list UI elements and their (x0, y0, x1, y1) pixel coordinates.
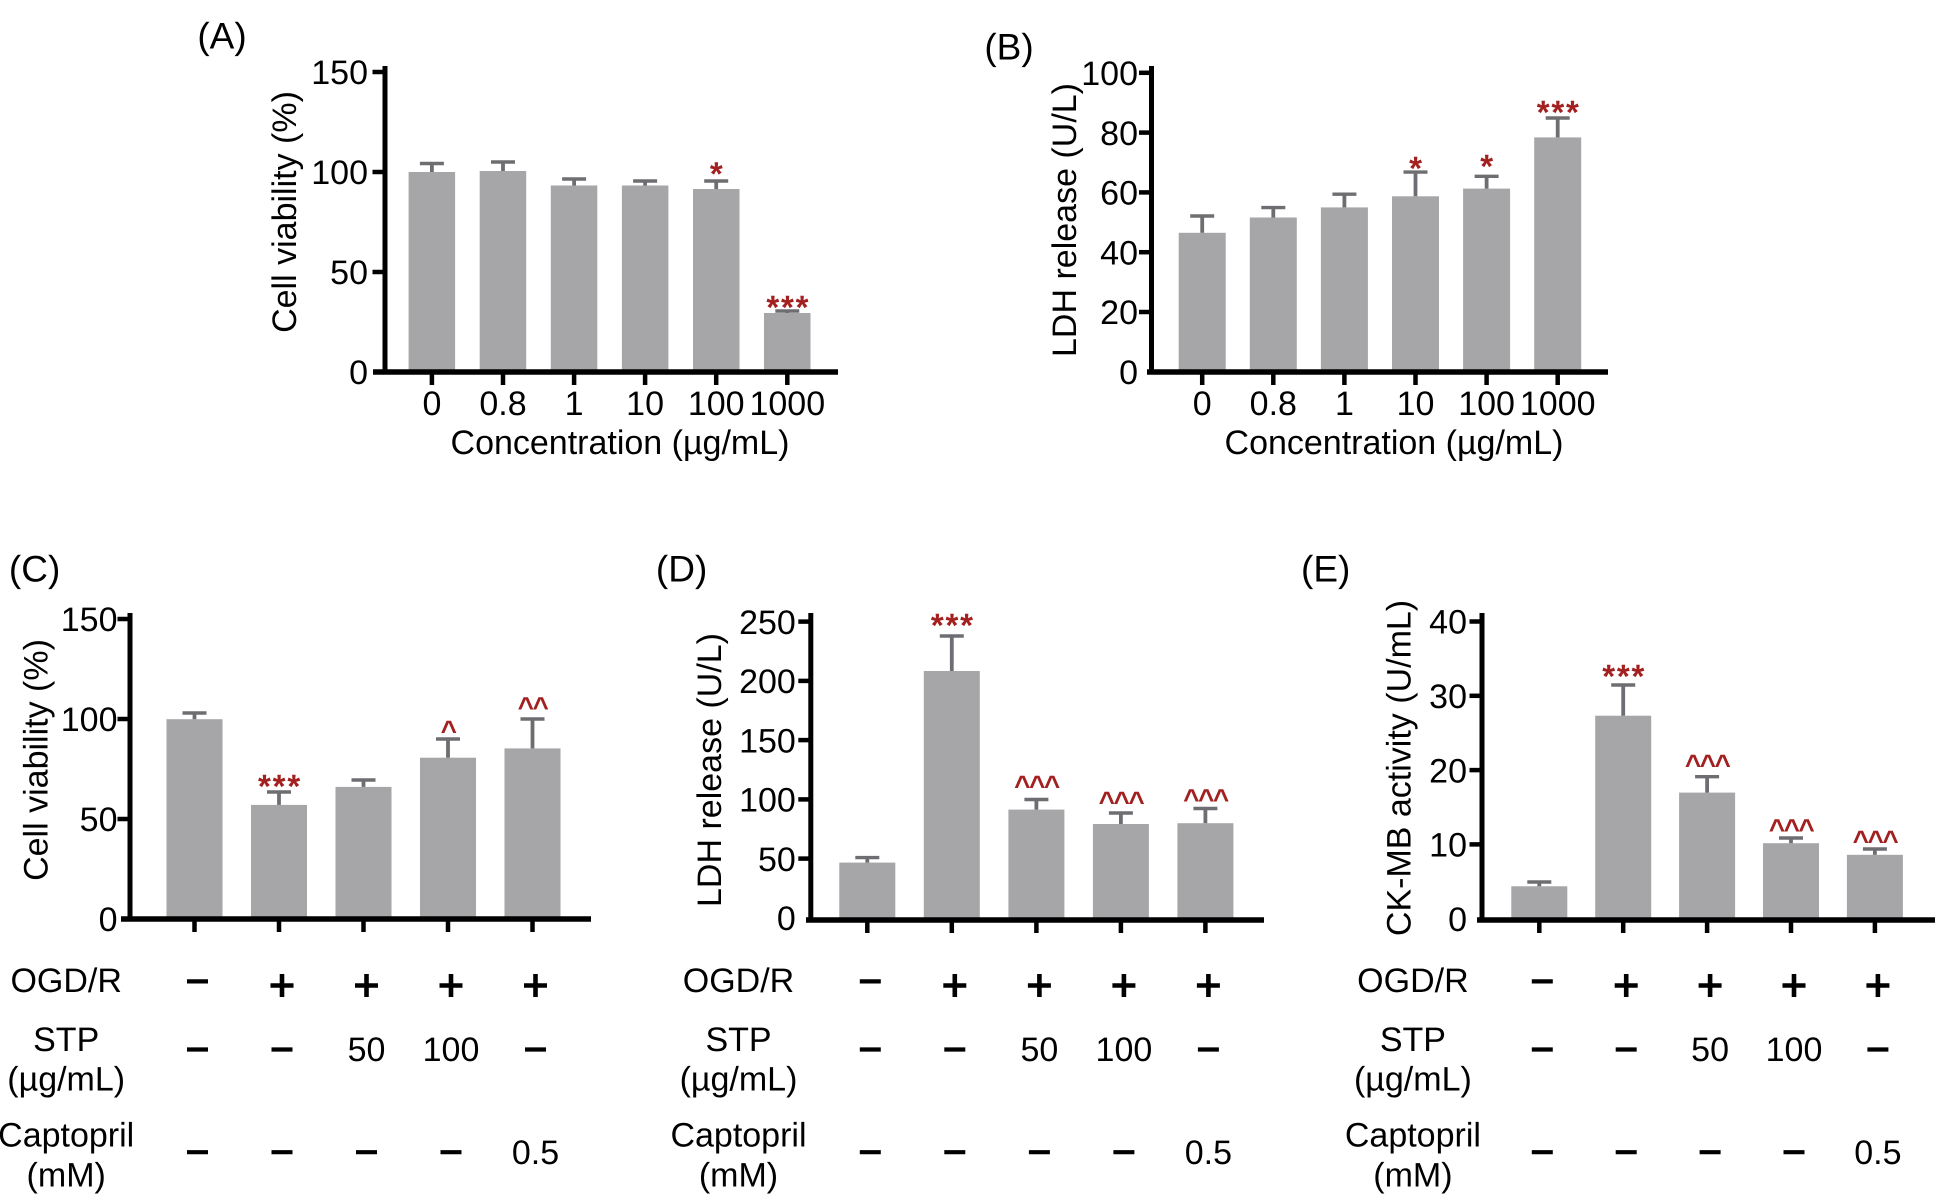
svg-text:CK-MB activity (U/mL): CK-MB activity (U/mL) (1381, 600, 1419, 936)
svg-text:^^: ^^ (518, 692, 549, 723)
svg-text:100: 100 (1096, 1031, 1153, 1069)
svg-text:LDH release (U/L): LDH release (U/L) (1046, 83, 1084, 357)
svg-text:1: 1 (1335, 385, 1354, 423)
svg-text:100: 100 (1458, 385, 1515, 423)
svg-text:^^^: ^^^ (1183, 784, 1229, 815)
svg-text:(µg/mL): (µg/mL) (1354, 1061, 1472, 1099)
svg-text:150: 150 (311, 54, 368, 92)
svg-text:***: *** (1537, 94, 1581, 131)
svg-text:***: *** (931, 607, 975, 644)
svg-text:50: 50 (1691, 1031, 1729, 1069)
svg-text:(mM): (mM) (699, 1157, 778, 1195)
svg-text:80: 80 (1100, 115, 1138, 153)
svg-text:Captopril: Captopril (1345, 1117, 1481, 1155)
svg-text:(mM): (mM) (1373, 1157, 1452, 1195)
svg-text:(µg/mL): (µg/mL) (7, 1061, 125, 1099)
svg-text:20: 20 (1429, 752, 1467, 790)
svg-text:*: * (1480, 148, 1495, 185)
svg-text:0: 0 (1119, 354, 1138, 392)
svg-text:(D): (D) (656, 548, 707, 589)
svg-text:100: 100 (739, 782, 796, 820)
svg-text:50: 50 (348, 1031, 386, 1069)
svg-text:OGD/R: OGD/R (1357, 962, 1468, 1000)
svg-text:0: 0 (777, 900, 796, 938)
svg-text:100: 100 (311, 154, 368, 192)
svg-text:STP: STP (705, 1021, 771, 1059)
svg-text:40: 40 (1100, 234, 1138, 272)
svg-text:0: 0 (1193, 385, 1212, 423)
svg-text:Cell viability (%): Cell viability (%) (266, 91, 304, 333)
svg-text:^^^: ^^^ (1099, 786, 1145, 817)
svg-text:Captopril: Captopril (670, 1117, 806, 1155)
svg-text:(E): (E) (1301, 548, 1350, 589)
svg-text:^^^: ^^^ (1769, 813, 1815, 844)
svg-text:STP: STP (33, 1021, 99, 1059)
svg-text:(mM): (mM) (27, 1157, 106, 1195)
svg-text:(A): (A) (197, 15, 246, 56)
svg-text:10: 10 (626, 385, 664, 423)
svg-text:0: 0 (349, 354, 368, 392)
svg-text:*: * (1409, 150, 1424, 187)
svg-text:200: 200 (739, 663, 796, 701)
svg-text:0.8: 0.8 (1250, 385, 1297, 423)
svg-text:60: 60 (1100, 175, 1138, 213)
svg-text:^^^: ^^^ (1685, 749, 1731, 780)
svg-text:Captopril: Captopril (0, 1117, 134, 1155)
svg-text:10: 10 (1397, 385, 1435, 423)
svg-text:0: 0 (422, 385, 441, 423)
svg-text:***: *** (1602, 658, 1646, 695)
svg-text:1000: 1000 (749, 385, 825, 423)
svg-text:1000: 1000 (1520, 385, 1596, 423)
svg-text:(C): (C) (9, 548, 60, 589)
svg-text:0.8: 0.8 (479, 385, 526, 423)
svg-text:100: 100 (1081, 55, 1138, 93)
svg-text:150: 150 (61, 601, 118, 639)
svg-text:100: 100 (423, 1031, 480, 1069)
svg-text:150: 150 (739, 722, 796, 760)
svg-text:250: 250 (739, 604, 796, 642)
svg-text:Concentration (µg/mL): Concentration (µg/mL) (451, 424, 790, 462)
svg-text:50: 50 (80, 801, 118, 839)
svg-text:100: 100 (1766, 1031, 1823, 1069)
svg-text:0.5: 0.5 (1185, 1134, 1232, 1172)
svg-text:0: 0 (1448, 901, 1467, 939)
svg-text:(B): (B) (984, 26, 1033, 67)
svg-text:0: 0 (99, 901, 118, 939)
svg-text:^^^: ^^^ (1014, 770, 1060, 801)
svg-text:40: 40 (1429, 604, 1467, 642)
svg-text:Concentration (µg/mL): Concentration (µg/mL) (1225, 424, 1564, 462)
svg-text:0.5: 0.5 (1854, 1134, 1901, 1172)
svg-text:50: 50 (758, 841, 796, 879)
svg-text:STP: STP (1380, 1021, 1446, 1059)
svg-text:0.5: 0.5 (512, 1134, 559, 1172)
svg-text:OGD/R: OGD/R (10, 962, 121, 1000)
svg-text:10: 10 (1429, 827, 1467, 865)
svg-text:20: 20 (1100, 294, 1138, 332)
svg-text:Cell viability (%): Cell viability (%) (18, 639, 56, 881)
svg-text:100: 100 (61, 701, 118, 739)
svg-text:50: 50 (1020, 1031, 1058, 1069)
svg-text:***: *** (258, 768, 302, 805)
svg-text:30: 30 (1429, 678, 1467, 716)
svg-text:***: *** (766, 289, 810, 326)
svg-text:1: 1 (565, 385, 584, 423)
svg-text:100: 100 (688, 385, 745, 423)
svg-text:(µg/mL): (µg/mL) (680, 1061, 798, 1099)
svg-text:LDH release (U/L): LDH release (U/L) (691, 633, 729, 907)
svg-text:^^^: ^^^ (1853, 825, 1899, 856)
svg-text:OGD/R: OGD/R (683, 962, 794, 1000)
svg-text:^: ^ (441, 715, 457, 746)
svg-text:50: 50 (330, 254, 368, 292)
svg-text:*: * (710, 155, 725, 192)
